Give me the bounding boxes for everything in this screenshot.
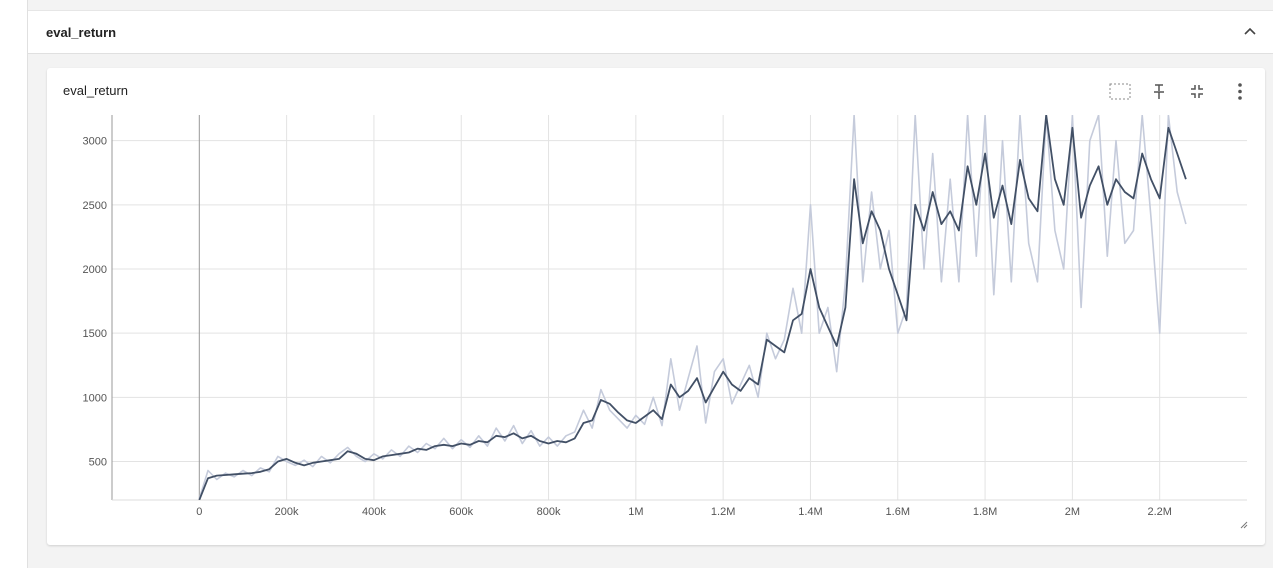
x-tick-label: 1.6M — [886, 506, 910, 518]
y-tick-label: 1500 — [83, 328, 107, 340]
chart-card: eval_return — [47, 68, 1265, 545]
section-header[interactable]: eval_return — [28, 10, 1273, 54]
resize-icon[interactable] — [1239, 520, 1249, 530]
series-group — [198, 115, 1187, 500]
y-tick-label: 2500 — [83, 200, 107, 212]
x-tick-label: 1.8M — [973, 506, 997, 518]
sidebar — [0, 0, 28, 568]
x-tick-label: 0 — [196, 506, 202, 518]
collapse-chart-icon[interactable] — [1191, 85, 1203, 98]
x-tick-label: 2M — [1065, 506, 1080, 518]
x-tick-label: 1M — [628, 506, 643, 518]
fit-icon[interactable] — [1109, 83, 1131, 100]
y-tick-label: 1000 — [83, 392, 107, 404]
pin-icon[interactable] — [1154, 84, 1164, 99]
collapse-icon[interactable] — [1243, 25, 1257, 37]
y-tick-label: 3000 — [83, 136, 107, 148]
x-tick-label: 2.2M — [1147, 506, 1171, 518]
series-line — [198, 115, 1187, 499]
y-tick-label: 2000 — [83, 264, 107, 276]
x-tick-label: 600k — [449, 506, 473, 518]
x-tick-label: 800k — [537, 506, 561, 518]
x-tick-label: 200k — [275, 506, 299, 518]
section-title: eval_return — [46, 25, 117, 40]
series-line — [198, 115, 1187, 500]
x-tick-label: 1.2M — [711, 506, 735, 518]
toolbar — [1109, 83, 1242, 100]
chart-title: eval_return — [63, 83, 129, 98]
x-tick-label: 1.4M — [798, 506, 822, 518]
y-tick-label: 500 — [89, 457, 107, 469]
x-tick-label: 400k — [362, 506, 386, 518]
menu-icon[interactable] — [1238, 83, 1242, 100]
